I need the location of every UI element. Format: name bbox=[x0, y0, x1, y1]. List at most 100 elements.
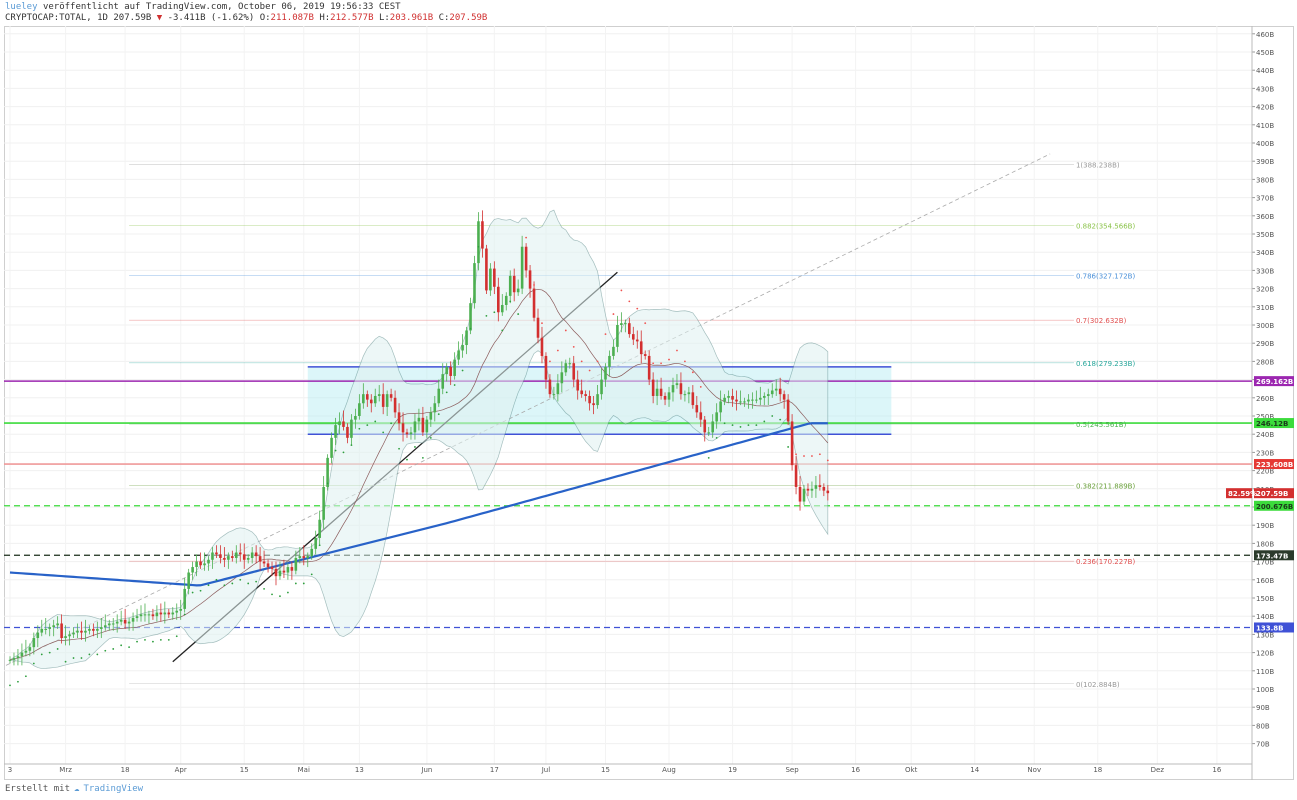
candle-body[interactable] bbox=[647, 355, 651, 380]
candle-body[interactable] bbox=[540, 337, 544, 356]
candle-body[interactable] bbox=[393, 397, 397, 413]
candle-body[interactable] bbox=[409, 432, 413, 435]
candle-body[interactable] bbox=[770, 390, 774, 395]
candle-body[interactable] bbox=[159, 612, 163, 615]
candle-body[interactable] bbox=[469, 303, 472, 331]
candle-body[interactable] bbox=[417, 417, 421, 422]
candle-body[interactable] bbox=[524, 246, 528, 271]
candle-body[interactable] bbox=[659, 388, 663, 396]
candle-body[interactable] bbox=[500, 304, 504, 313]
candle-body[interactable] bbox=[350, 419, 353, 438]
candle-body[interactable] bbox=[548, 379, 552, 395]
candle-body[interactable] bbox=[223, 557, 226, 560]
candle-body[interactable] bbox=[643, 354, 647, 356]
candle-body[interactable] bbox=[52, 625, 55, 628]
candle-body[interactable] bbox=[687, 392, 691, 395]
candle-body[interactable] bbox=[40, 628, 44, 633]
candle-body[interactable] bbox=[485, 248, 488, 291]
candle-body[interactable] bbox=[12, 658, 16, 660]
candle-body[interactable] bbox=[532, 288, 536, 318]
candle-body[interactable] bbox=[516, 288, 520, 293]
candle-body[interactable] bbox=[397, 412, 401, 424]
candle-body[interactable] bbox=[373, 395, 377, 404]
candle-body[interactable] bbox=[663, 395, 667, 400]
candle-body[interactable] bbox=[56, 623, 59, 626]
candle-body[interactable] bbox=[366, 394, 369, 400]
candle-body[interactable] bbox=[298, 556, 302, 558]
candle-body[interactable] bbox=[278, 570, 282, 577]
candle-body[interactable] bbox=[703, 419, 707, 433]
candle-body[interactable] bbox=[628, 323, 631, 335]
candle-body[interactable] bbox=[493, 268, 496, 287]
candle-body[interactable] bbox=[782, 394, 786, 400]
candle-body[interactable] bbox=[211, 552, 214, 560]
candle-body[interactable] bbox=[207, 559, 210, 564]
candle-body[interactable] bbox=[258, 556, 262, 562]
candle-body[interactable] bbox=[183, 588, 186, 609]
candle-body[interactable] bbox=[115, 621, 119, 624]
candle-body[interactable] bbox=[306, 556, 310, 558]
candle-body[interactable] bbox=[135, 616, 139, 619]
candle-body[interactable] bbox=[481, 221, 484, 249]
candle-body[interactable] bbox=[310, 548, 314, 557]
candle-body[interactable] bbox=[274, 568, 278, 577]
candle-body[interactable] bbox=[219, 554, 222, 558]
candle-body[interactable] bbox=[723, 397, 726, 402]
candle-body[interactable] bbox=[103, 625, 107, 628]
candle-body[interactable] bbox=[24, 650, 28, 653]
candle-body[interactable] bbox=[286, 567, 290, 573]
candle-body[interactable] bbox=[588, 395, 591, 404]
candle-body[interactable] bbox=[96, 628, 99, 631]
candle-body[interactable] bbox=[449, 366, 452, 376]
candle-body[interactable] bbox=[421, 417, 425, 433]
candle-body[interactable] bbox=[810, 488, 814, 491]
candle-body[interactable] bbox=[639, 341, 643, 355]
candle-body[interactable] bbox=[437, 388, 441, 404]
candle-body[interactable] bbox=[814, 485, 818, 489]
candle-body[interactable] bbox=[699, 412, 703, 420]
candle-body[interactable] bbox=[786, 399, 790, 422]
candle-body[interactable] bbox=[338, 421, 341, 426]
tradingview-brand[interactable]: TradingView bbox=[83, 784, 144, 794]
candle-body[interactable] bbox=[385, 394, 389, 407]
candle-body[interactable] bbox=[314, 537, 317, 549]
candle-body[interactable] bbox=[477, 221, 480, 264]
candle-body[interactable] bbox=[195, 561, 198, 568]
candle-body[interactable] bbox=[778, 388, 782, 395]
candle-body[interactable] bbox=[131, 618, 135, 622]
candle-body[interactable] bbox=[596, 394, 599, 406]
candle-body[interactable] bbox=[238, 552, 242, 555]
candle-body[interactable] bbox=[290, 567, 294, 571]
candle-body[interactable] bbox=[92, 628, 95, 631]
candle-body[interactable] bbox=[651, 379, 655, 396]
candle-body[interactable] bbox=[751, 399, 754, 401]
candle-body[interactable] bbox=[84, 630, 87, 633]
candle-body[interactable] bbox=[631, 334, 635, 340]
candle-body[interactable] bbox=[580, 390, 583, 395]
candle-body[interactable] bbox=[270, 567, 274, 569]
candle-body[interactable] bbox=[461, 345, 464, 351]
candle-body[interactable] bbox=[342, 421, 345, 427]
candle-body[interactable] bbox=[822, 486, 826, 491]
candle-body[interactable] bbox=[318, 519, 321, 538]
candle-body[interactable] bbox=[429, 412, 433, 420]
candle-body[interactable] bbox=[111, 623, 115, 625]
candle-body[interactable] bbox=[326, 457, 329, 487]
candle-body[interactable] bbox=[790, 421, 794, 466]
candle-body[interactable] bbox=[707, 432, 711, 434]
candle-body[interactable] bbox=[362, 394, 365, 404]
candle-body[interactable] bbox=[433, 403, 437, 413]
candle-body[interactable] bbox=[179, 608, 183, 611]
candle-body[interactable] bbox=[163, 612, 167, 615]
candle-body[interactable] bbox=[512, 275, 516, 293]
candle-body[interactable] bbox=[794, 465, 798, 487]
candle-body[interactable] bbox=[445, 366, 448, 375]
candle-body[interactable] bbox=[234, 552, 238, 558]
candle-body[interactable] bbox=[624, 323, 627, 325]
candle-body[interactable] bbox=[282, 570, 286, 573]
candle-body[interactable] bbox=[266, 563, 270, 568]
candle-body[interactable] bbox=[64, 636, 67, 639]
candle-body[interactable] bbox=[191, 567, 194, 573]
candle-body[interactable] bbox=[119, 619, 123, 622]
candle-body[interactable] bbox=[711, 421, 714, 433]
